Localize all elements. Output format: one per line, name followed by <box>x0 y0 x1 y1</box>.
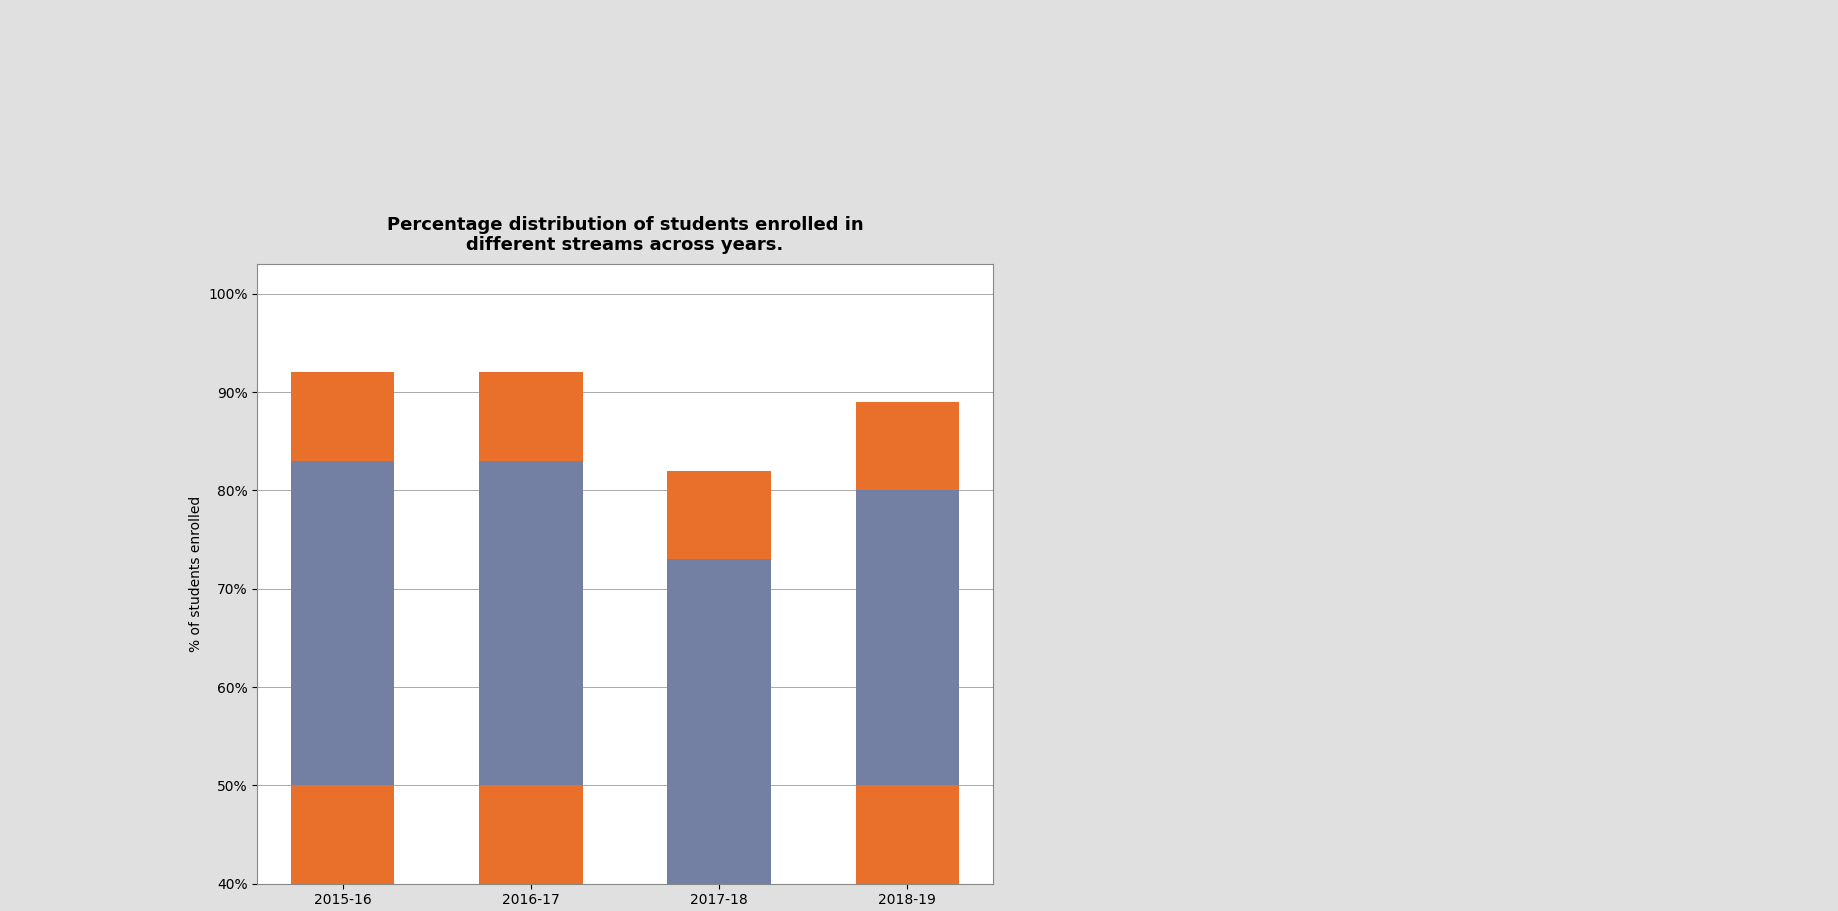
Bar <box>855 402 959 490</box>
Title: Percentage distribution of students enrolled in
different streams across years.: Percentage distribution of students enro… <box>386 216 864 254</box>
Bar <box>480 373 583 461</box>
Bar <box>855 785 959 911</box>
Bar <box>290 785 395 911</box>
Bar <box>667 559 770 911</box>
Bar <box>667 471 770 559</box>
Bar <box>480 461 583 785</box>
Bar <box>855 490 959 785</box>
Bar <box>290 461 395 785</box>
Bar <box>290 373 395 461</box>
Y-axis label: % of students enrolled: % of students enrolled <box>189 496 202 652</box>
Bar <box>480 785 583 911</box>
